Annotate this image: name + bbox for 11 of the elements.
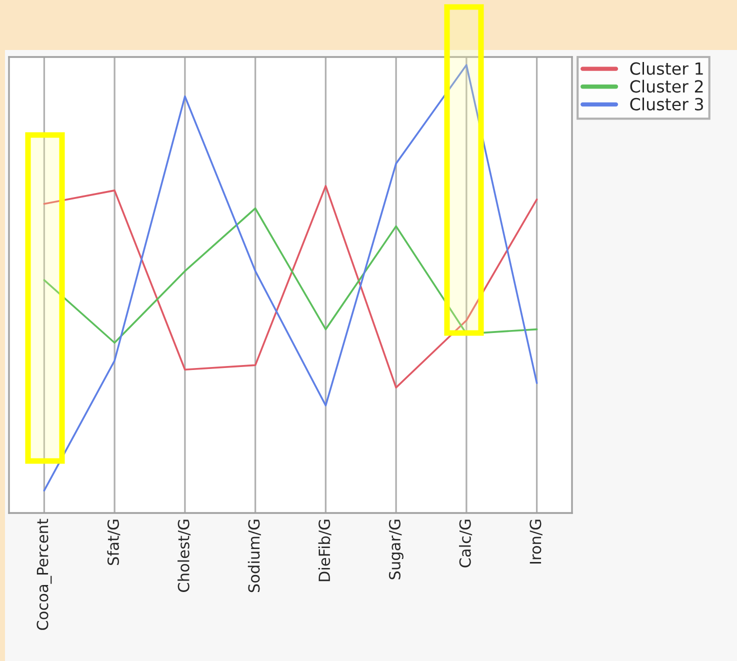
x-tick-label: Iron/G: [530, 520, 542, 564]
x-tick-label: Sodium/G: [248, 520, 261, 592]
x-tick-label: Sfat/G: [107, 520, 120, 565]
legend-label: Cluster 1: [630, 62, 703, 75]
legend-label: Cluster 3: [630, 98, 704, 110]
x-tick-label: Sugar/G: [388, 520, 404, 580]
x-tick-label: Cocoa_Percent: [36, 518, 52, 630]
legend-label: Cluster 2: [630, 80, 703, 93]
x-tick-label: DieFib/G: [318, 520, 332, 582]
x-tick-label: Calc/G: [459, 520, 472, 568]
x-tick-label: Cholest/G: [178, 520, 191, 592]
